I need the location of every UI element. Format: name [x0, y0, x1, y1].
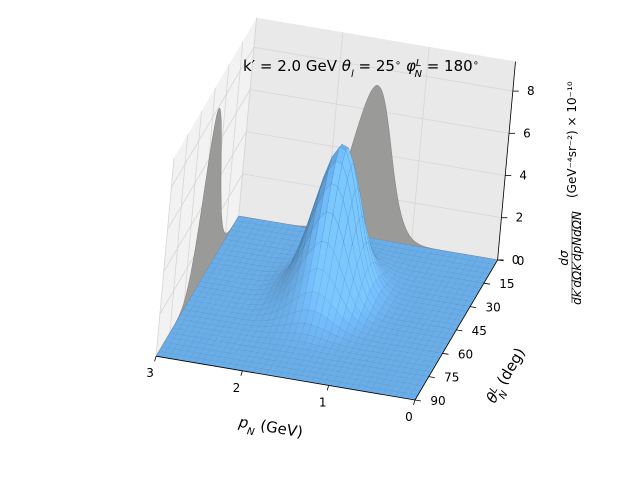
title-deg: ∘ — [395, 58, 401, 69]
x-tick-label: 0 — [405, 410, 413, 424]
x-axis-line — [156, 355, 416, 401]
left-gridline-theta — [169, 134, 189, 333]
title-phi: φ — [406, 57, 416, 75]
z-label-units: (GeV⁻⁴sr⁻²) × 10⁻¹⁰ — [565, 81, 579, 198]
y-tick-mark — [428, 376, 435, 378]
z-axis-label: dσ dk′dΩk′dpNdΩN (GeV⁻⁴sr⁻²) × 10⁻¹⁰ — [557, 81, 584, 305]
left-gridline-theta — [155, 157, 175, 357]
y-tick-label: 90 — [430, 394, 445, 408]
z-tick-label: 4 — [519, 169, 527, 183]
z-tick-label: 0 — [512, 253, 520, 267]
x-tick-label: 3 — [146, 366, 154, 380]
y-tick-mark — [456, 329, 463, 332]
title-kprime: k′ = 2.0 GeV — [243, 57, 342, 75]
left-gridline-theta — [224, 41, 244, 240]
y-tick-label: 75 — [444, 371, 459, 385]
left-gridline-theta — [183, 111, 202, 310]
x-label-sub: N — [246, 426, 256, 438]
y-label-unit: (deg) — [491, 345, 529, 393]
y-tick-label: 15 — [499, 277, 514, 291]
axes — [154, 61, 519, 406]
x-tick-mark — [413, 399, 416, 406]
y-tick-label: 60 — [458, 347, 473, 361]
z-axis-line — [497, 61, 516, 260]
y-tick-mark — [483, 282, 490, 285]
z-tick-label: 2 — [516, 211, 524, 225]
x-tick-mark — [154, 356, 157, 362]
x-label-main: p — [236, 413, 249, 433]
left-gridline-z — [170, 47, 255, 188]
y-tick-label: 0 — [517, 254, 525, 268]
y-label-sup: L — [488, 385, 500, 395]
left-gridline-theta — [238, 17, 257, 217]
x-tick-mark — [326, 385, 330, 391]
z-label-denominator: dk′dΩk′dpNdΩN — [570, 211, 584, 305]
title-phi-sub: N — [414, 69, 422, 80]
title-phi-sup: L — [416, 58, 422, 69]
x-label-unit: (GeV) — [254, 416, 304, 442]
title-theta-val: = 25 — [354, 57, 395, 75]
x-tick-label: 1 — [319, 395, 327, 409]
x-axis-label: pN (GeV) — [236, 413, 304, 446]
y-tick-label: 45 — [472, 324, 487, 338]
title-phi-val: = 180 — [422, 57, 473, 75]
back-gridline-z — [253, 46, 513, 92]
y-axis-label: θLN (deg) — [482, 345, 532, 409]
z-label-numerator: dσ — [557, 250, 571, 266]
x-tick-mark — [240, 370, 243, 376]
surface — [155, 143, 498, 401]
y-tick-label: 30 — [485, 301, 500, 315]
y-tick-mark — [414, 399, 422, 402]
x-tick-label: 2 — [233, 381, 241, 395]
y-tick-mark — [442, 352, 449, 355]
back-gridline-p — [410, 46, 430, 246]
z-tick-label: 6 — [523, 126, 531, 140]
title-theta: θ — [342, 57, 351, 75]
title-deg2: ∘ — [473, 58, 479, 69]
chart-title: k′ = 2.0 GeV θl = 25∘ φL N = 180∘ — [243, 57, 479, 80]
z-tick-label: 8 — [527, 84, 535, 98]
title-theta-sub: l — [351, 69, 354, 80]
y-tick-mark — [470, 306, 477, 308]
